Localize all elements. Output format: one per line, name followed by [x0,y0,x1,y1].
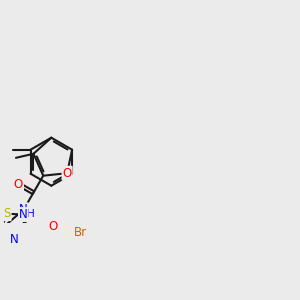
Text: S: S [3,207,11,220]
Text: N: N [19,203,28,216]
Text: Br: Br [74,226,87,239]
Text: O: O [62,167,72,180]
Text: N: N [10,233,18,246]
Text: O: O [14,178,23,190]
Text: H: H [27,209,35,219]
Text: N: N [19,208,28,221]
Text: O: O [48,220,58,233]
